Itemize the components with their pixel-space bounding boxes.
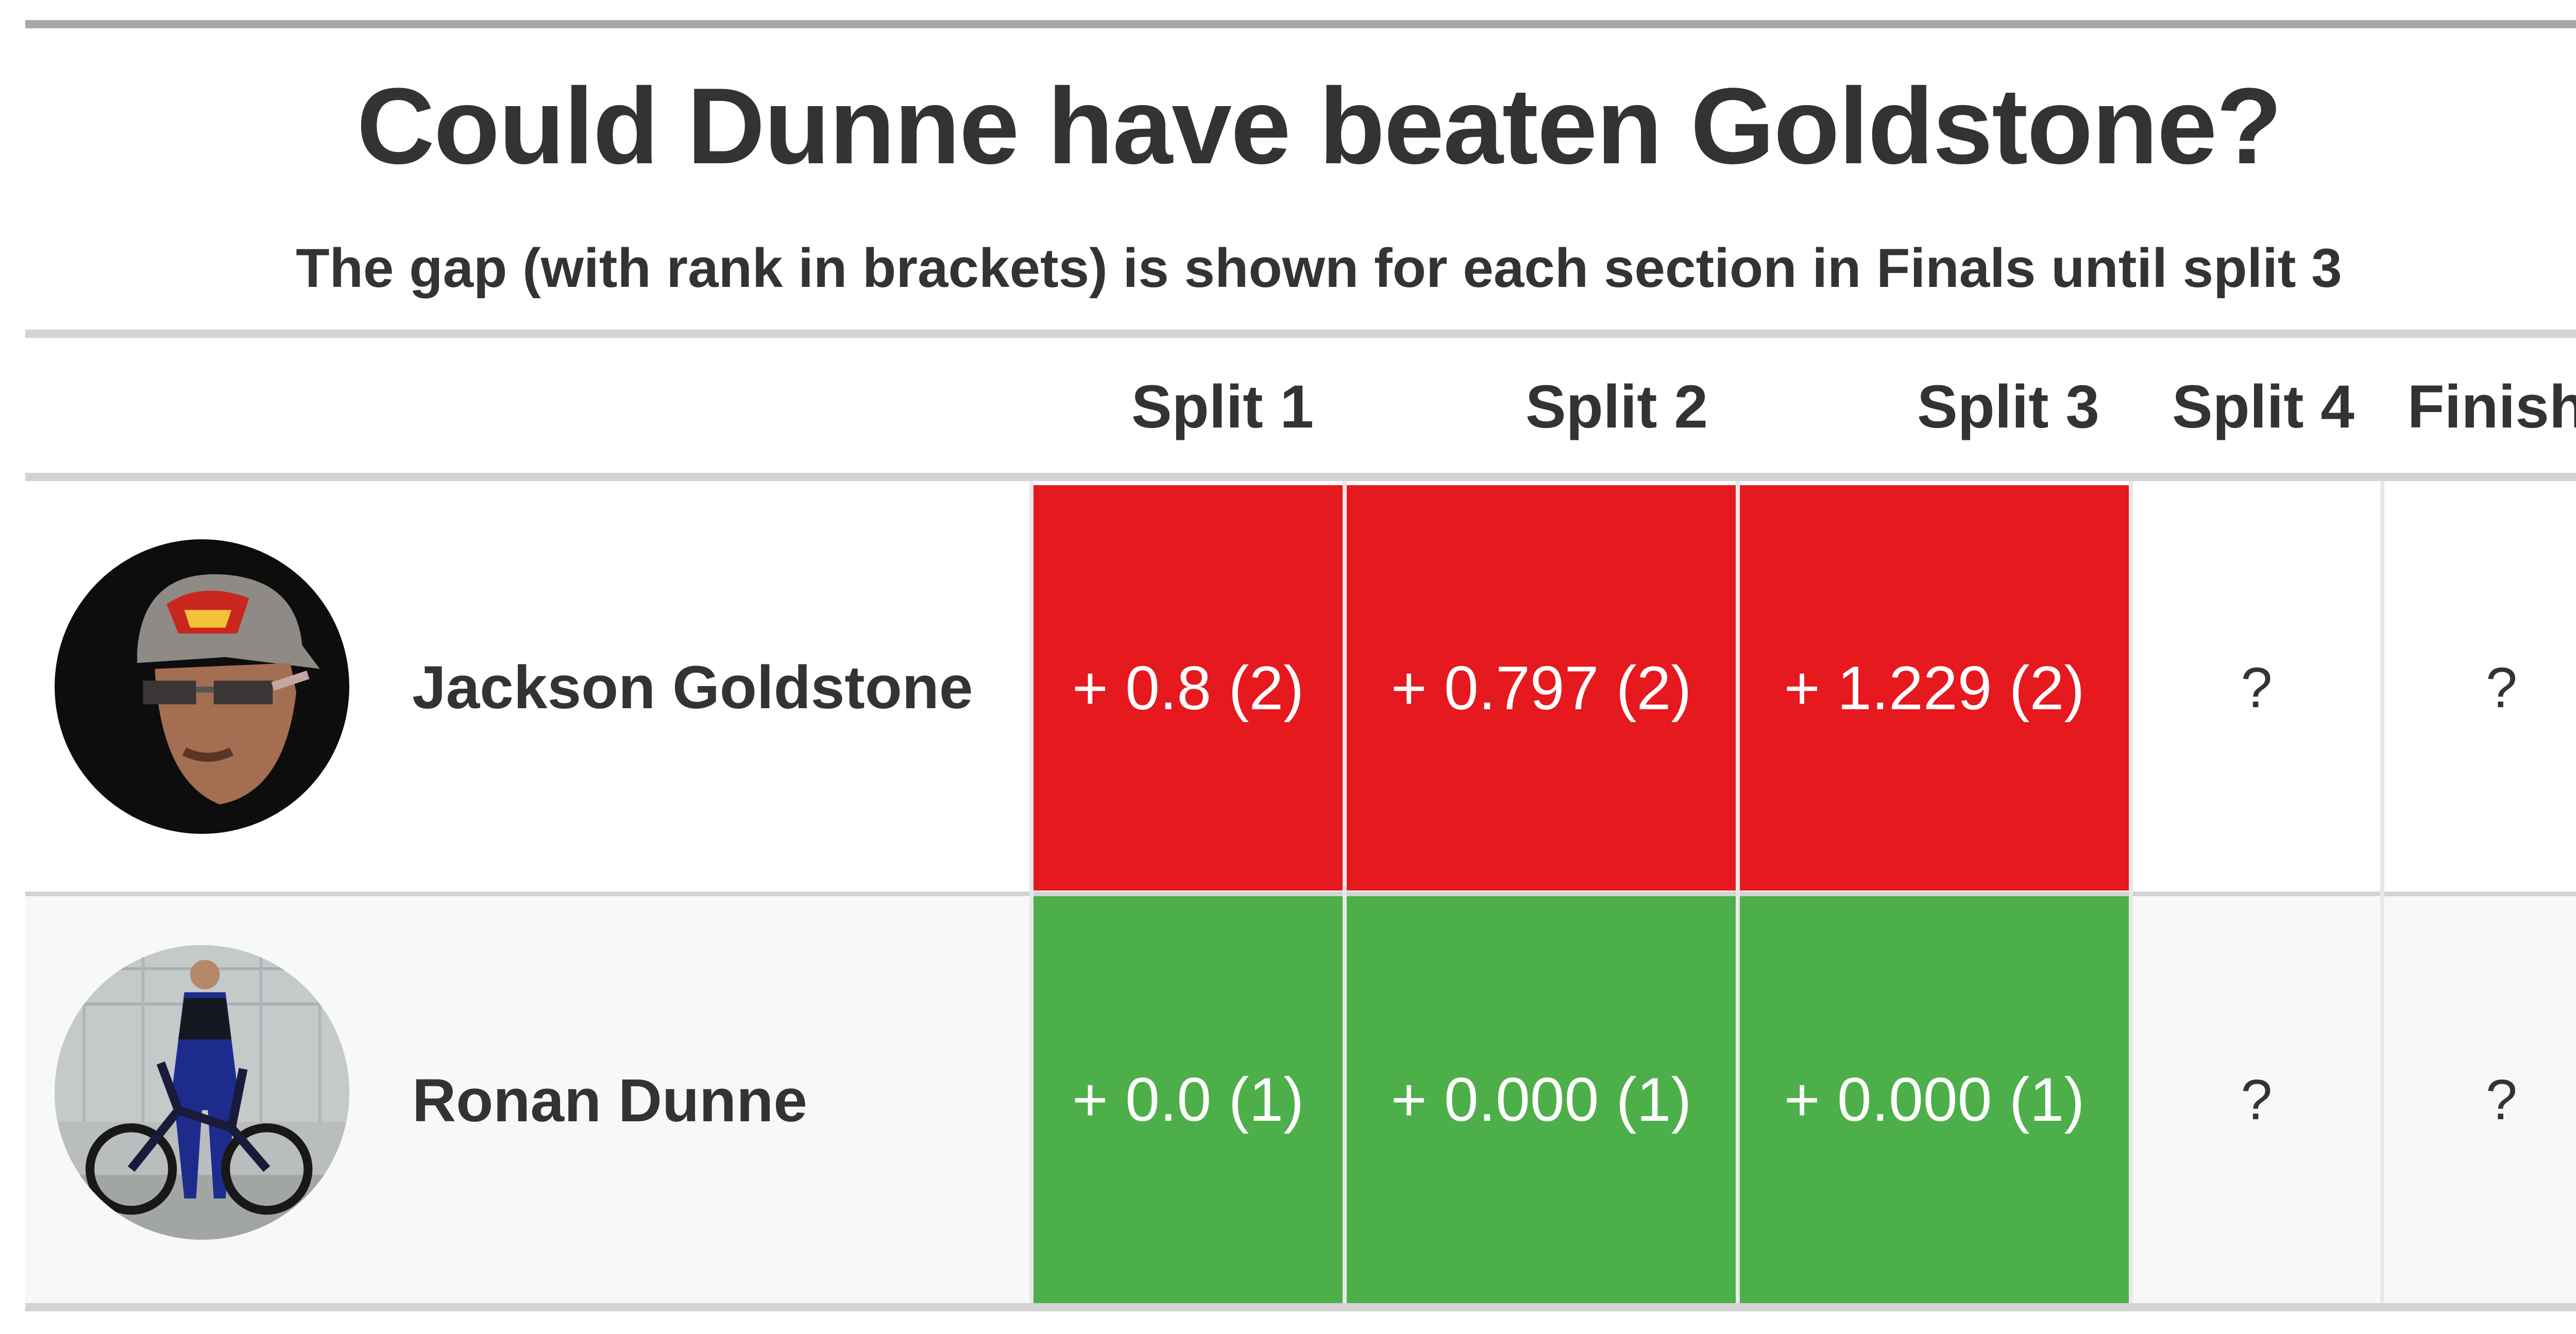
column-divider — [2380, 481, 2384, 1303]
column-header-finish: Finish — [2407, 373, 2576, 441]
top-rule — [25, 20, 2576, 28]
gap-cell: ? — [2241, 656, 2273, 720]
column-divider — [1343, 481, 1347, 1303]
gap-cell: ? — [2485, 1068, 2518, 1132]
column-header-split-3: Split 3 — [1917, 373, 2099, 441]
dunne-avatar-icon — [55, 945, 349, 1240]
gap-cell: + 0.8 (2) — [1033, 485, 1343, 891]
column-divider — [1029, 481, 1033, 1303]
gap-cell: ? — [2485, 656, 2518, 720]
rider-name: Jackson Goldstone — [412, 654, 973, 722]
gap-cell: + 1.229 (2) — [1740, 485, 2129, 891]
header-bottom-rule — [25, 473, 2576, 481]
column-header-split-4: Split 4 — [2172, 373, 2354, 441]
gap-cell: + 0.0 (1) — [1033, 896, 1343, 1303]
goldstone-avatar-icon — [55, 539, 349, 834]
chart-subtitle: The gap (with rank in brackets) is shown… — [296, 237, 2342, 299]
table-bottom-rule — [25, 1303, 2576, 1311]
column-divider — [1736, 481, 1740, 1303]
gap-cell: + 0.000 (1) — [1347, 896, 1736, 1303]
column-divider — [2129, 481, 2133, 1303]
column-header-split-1: Split 1 — [1131, 373, 1314, 441]
header-top-rule — [25, 330, 2576, 338]
gap-cell: + 0.000 (1) — [1740, 896, 2129, 1303]
rider-name: Ronan Dunne — [412, 1067, 807, 1135]
column-header-split-2: Split 2 — [1525, 373, 1708, 441]
gap-cell: + 0.797 (2) — [1347, 485, 1736, 891]
gap-cell: ? — [2241, 1068, 2273, 1132]
chart-title: Could Dunne have beaten Goldstone? — [357, 65, 2282, 186]
row-separator — [25, 892, 2576, 896]
